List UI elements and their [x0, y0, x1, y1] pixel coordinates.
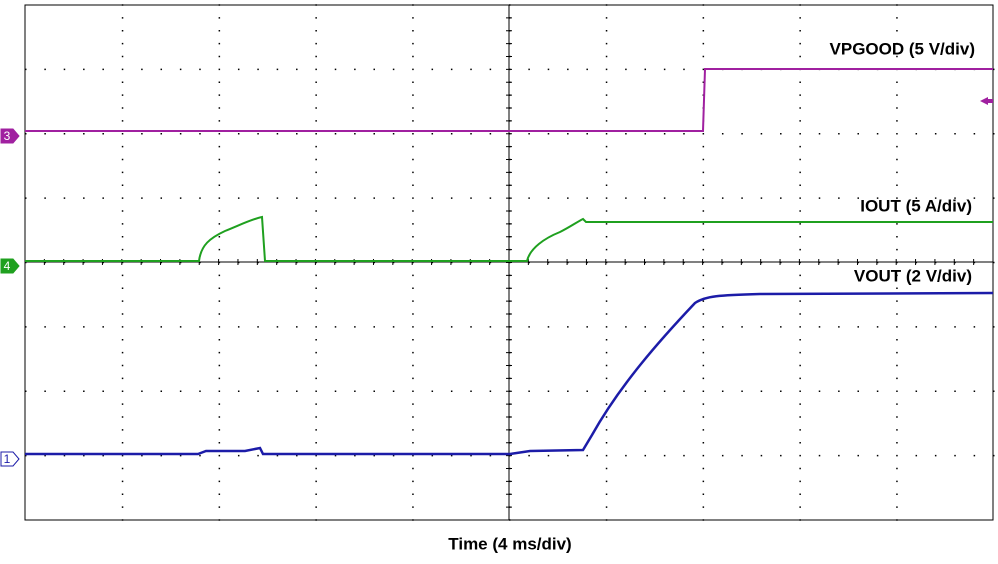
vpgood-trace: [25, 68, 993, 132]
channel-number: 1: [4, 452, 11, 466]
channel-markers: 3 4 1: [0, 128, 20, 467]
channel-number: 4: [4, 259, 11, 273]
x-axis-label: Time (4 ms/div): [448, 534, 571, 553]
channel-marker: [0, 451, 20, 467]
channel-number: 3: [4, 129, 11, 143]
channel-marker: [0, 128, 20, 144]
trigger-arrow: [980, 97, 993, 105]
channel-marker: [0, 258, 20, 274]
series-label: VPGOOD (5 V/div): [830, 39, 975, 58]
vout-trace: [25, 291, 994, 456]
series-label: IOUT (5 A/div): [860, 196, 972, 215]
iout-trace: [25, 215, 993, 262]
series-label: VOUT (2 V/div): [854, 266, 972, 285]
